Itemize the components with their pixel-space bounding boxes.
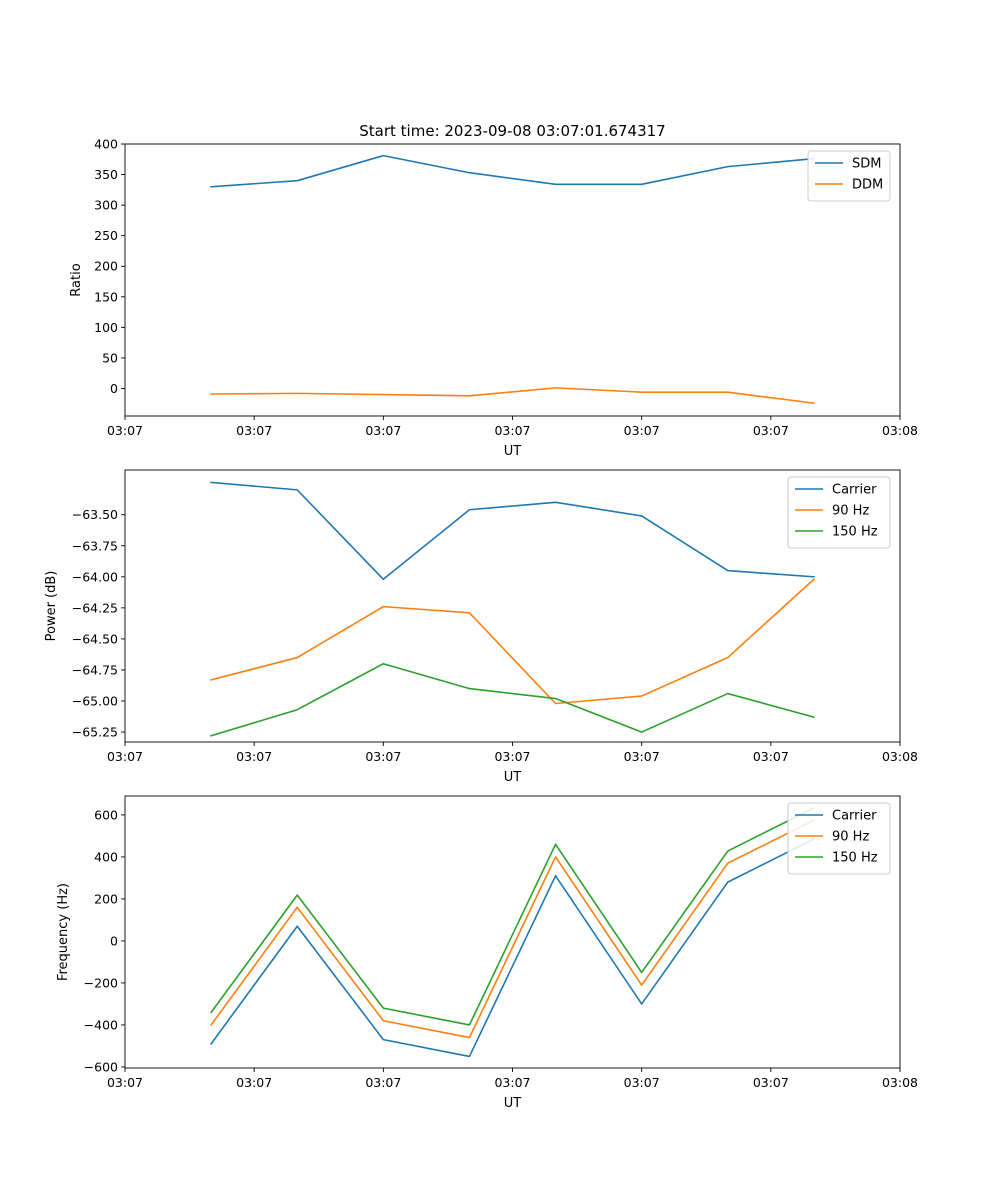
- legend-label: Carrier: [832, 483, 877, 498]
- series-line-90-hz: [210, 578, 816, 705]
- x-tick-label: 03:07: [494, 423, 530, 438]
- x-tick-label: 03:07: [236, 1075, 272, 1090]
- x-tick-label: 03:08: [882, 749, 918, 764]
- x-tick-label: 03:07: [494, 1075, 530, 1090]
- y-tick-label: 200: [94, 891, 118, 906]
- y-tick-label: 0: [110, 933, 118, 948]
- legend-label: Carrier: [832, 809, 877, 824]
- x-tick-label: 03:07: [624, 1075, 660, 1090]
- x-tick-label: 03:07: [494, 749, 530, 764]
- series-line-sdm: [210, 154, 815, 188]
- x-tick-label: 03:07: [236, 423, 272, 438]
- chart-panel-3: 03:07 03:07 03:07 03:07 03:07 03:07 03:08 600 40…: [56, 795, 918, 1111]
- x-tick-label: 03:07: [753, 423, 789, 438]
- y-tick-label: 50: [102, 350, 118, 365]
- x-tick-label: 03:07: [624, 423, 660, 438]
- series-line-90-hz: [209, 819, 815, 1039]
- y-axis-label: Frequency (Hz): [56, 883, 71, 981]
- series-line-150-hz: [209, 806, 815, 1026]
- y-tick-label: 200: [94, 259, 118, 274]
- y-tick-label: −64.00: [72, 569, 118, 584]
- y-tick-label: −200: [84, 975, 118, 990]
- chart-panel-2: 03:07 03:07 03:07 03:07 03:07 03:07 03:08 −63.5…: [44, 469, 918, 785]
- x-tick-label: 03:07: [624, 749, 660, 764]
- x-axis-label: UT: [504, 444, 522, 459]
- chart-panel-1: 03:07 03:07 03:07 03:07 03:07 03:07 03:08 0 50 10…: [69, 137, 918, 460]
- x-tick-label: 03:07: [365, 1075, 401, 1090]
- y-tick-label: 400: [94, 137, 118, 152]
- x-axis-label: UT: [504, 1096, 522, 1111]
- y-axis-label: Power (dB): [44, 571, 59, 642]
- x-tick-label: 03:07: [753, 749, 789, 764]
- plot-frame: [124, 795, 901, 1069]
- y-tick-label: 250: [94, 228, 118, 243]
- legend-label: SDM: [852, 157, 881, 172]
- x-tick-label: 03:07: [107, 1075, 143, 1090]
- series-line-ddm: [210, 387, 815, 405]
- x-tick-label: 03:08: [882, 423, 918, 438]
- legend: Carrier 90 Hz 150 Hz: [787, 476, 891, 549]
- series-line-carrier: [209, 837, 815, 1058]
- series-line-150-hz: [210, 662, 815, 737]
- legend-label: 90 Hz: [832, 830, 869, 845]
- legend-label: 90 Hz: [832, 504, 869, 519]
- figure-title: Start time: 2023-09-08 03:07:01.674317: [359, 122, 665, 140]
- y-tick-label: 600: [94, 807, 118, 822]
- legend-label: 150 Hz: [832, 851, 878, 866]
- y-tick-label: 100: [94, 320, 118, 335]
- y-tick-label: −63.75: [72, 538, 118, 553]
- x-tick-label: 03:07: [365, 749, 401, 764]
- x-tick-label: 03:07: [365, 423, 401, 438]
- y-tick-label: −64.25: [72, 600, 118, 615]
- legend: SDM DDM: [807, 150, 891, 202]
- y-tick-label: 150: [94, 289, 118, 304]
- y-tick-label: −400: [84, 1017, 118, 1032]
- y-tick-label: −63.50: [72, 507, 118, 522]
- y-tick-label: −65.25: [72, 725, 118, 740]
- legend-label: 150 Hz: [832, 525, 878, 540]
- y-tick-label: 0: [110, 381, 118, 396]
- y-tick-label: 400: [94, 849, 118, 864]
- y-tick-label: 350: [94, 167, 118, 182]
- series-line-carrier: [210, 481, 815, 581]
- y-tick-label: −64.75: [72, 662, 118, 677]
- y-axis-label: Ratio: [69, 263, 84, 296]
- y-tick-label: 300: [94, 198, 118, 213]
- legend: Carrier 90 Hz 150 Hz: [787, 802, 891, 875]
- x-tick-label: 03:07: [107, 423, 143, 438]
- y-tick-label: −65.00: [72, 694, 118, 709]
- x-tick-label: 03:07: [236, 749, 272, 764]
- x-tick-label: 03:07: [753, 1075, 789, 1090]
- y-tick-label: −64.50: [72, 631, 118, 646]
- x-tick-label: 03:07: [107, 749, 143, 764]
- x-axis-label: UT: [504, 770, 522, 785]
- x-tick-label: 03:08: [882, 1075, 918, 1090]
- y-tick-label: −600: [84, 1059, 118, 1074]
- legend-label: DDM: [852, 178, 883, 193]
